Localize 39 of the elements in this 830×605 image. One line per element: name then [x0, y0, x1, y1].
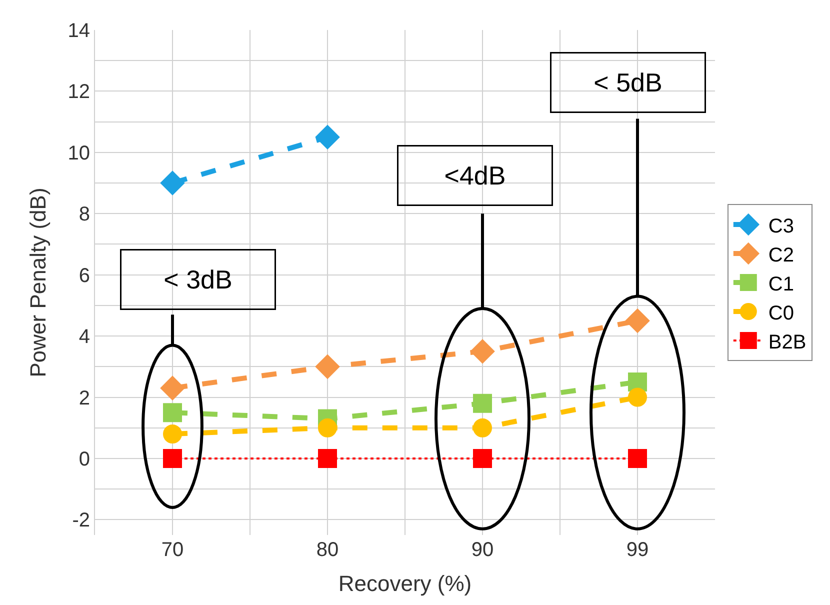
point	[160, 170, 185, 196]
annotation: <4dB	[444, 160, 506, 190]
point	[473, 418, 492, 438]
point	[318, 418, 337, 438]
y-tick-label: -2	[72, 510, 90, 532]
legend-label: C1	[768, 273, 794, 296]
point	[628, 448, 647, 468]
x-tick-label: 99	[626, 539, 649, 561]
y-tick-label: 4	[78, 326, 90, 348]
x-tick-label: 80	[316, 539, 339, 561]
point	[315, 354, 340, 379]
x-tick-label: 70	[161, 539, 184, 561]
point	[163, 424, 182, 444]
legend-label: C3	[768, 215, 794, 238]
annotation: < 5dB	[594, 68, 662, 98]
y-tick-label: 2	[78, 387, 90, 410]
x-tick-label: 90	[471, 539, 494, 561]
legend-label: C0	[768, 302, 794, 324]
point	[160, 376, 185, 400]
point	[628, 388, 647, 407]
point	[163, 403, 182, 422]
point	[163, 448, 182, 468]
point	[473, 448, 492, 468]
point	[625, 308, 650, 333]
y-tick-label: 12	[68, 81, 90, 104]
y-tick-label: 6	[78, 264, 90, 287]
point	[473, 394, 492, 413]
point	[318, 448, 337, 468]
y-tick-label: 10	[68, 142, 90, 164]
legend-label: B2B	[768, 331, 806, 354]
x-axis-title: Recovery (%)	[338, 570, 472, 596]
y-tick-label: 8	[78, 204, 90, 226]
y-tick-label: 14	[68, 20, 90, 42]
point	[315, 124, 340, 150]
annotation: < 3dB	[164, 264, 232, 294]
y-axis-title: Power Penalty (dB)	[26, 188, 51, 378]
point	[470, 339, 495, 364]
y-tick-label: 0	[78, 448, 90, 470]
legend-label: C2	[768, 244, 794, 266]
